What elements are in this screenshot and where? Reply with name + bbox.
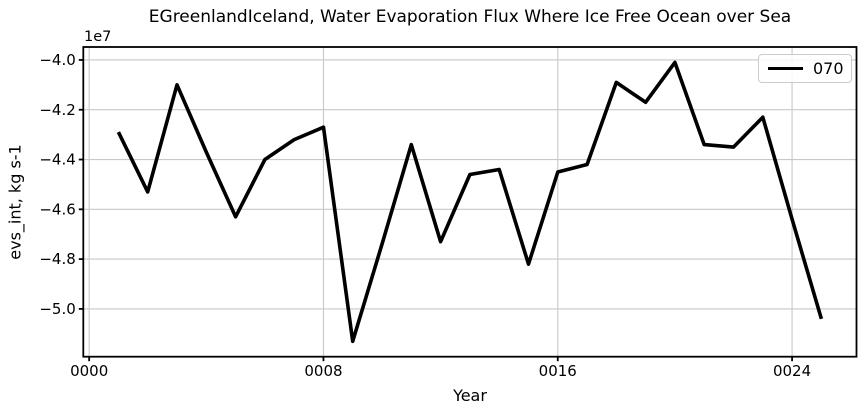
axes-frame — [82, 46, 858, 358]
series-line-070 — [116, 60, 824, 344]
legend: 070 — [758, 54, 852, 83]
y-tick-label: −5.0 — [39, 300, 75, 318]
x-tick-label: 0024 — [773, 362, 811, 380]
y-axis-offset-text: 1e7 — [84, 29, 112, 45]
y-tick-label: −4.8 — [39, 250, 75, 268]
x-tick-label: 0000 — [70, 362, 108, 380]
x-tick-label: 0016 — [539, 362, 577, 380]
y-tick-label: −4.6 — [39, 200, 75, 218]
axes-background — [83, 47, 857, 357]
y-tick-label: −4.2 — [39, 101, 75, 119]
chart-title: EGreenlandIceland, Water Evaporation Flu… — [148, 7, 792, 27]
y-tick-label: −4.4 — [39, 151, 75, 169]
legend-line-swatch — [768, 66, 803, 71]
x-axis-label: Year — [453, 386, 487, 405]
legend-label: 070 — [813, 58, 844, 78]
y-tick-label: −4.0 — [39, 51, 75, 69]
x-tick-label: 0008 — [304, 362, 342, 380]
